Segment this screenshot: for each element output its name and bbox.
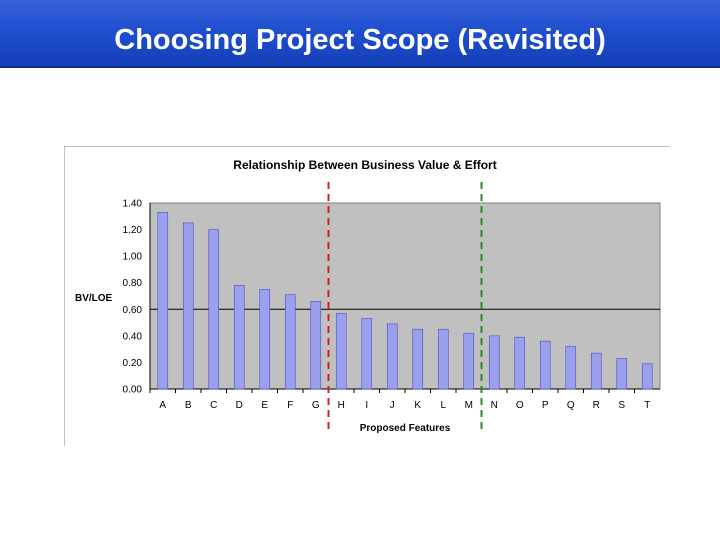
x-tick-label: N [491,400,498,411]
bar [641,363,653,390]
slide-header: Choosing Project Scope (Revisited) [0,0,720,68]
x-tick-label: S [618,400,625,411]
slide-title: Choosing Project Scope (Revisited) [114,24,606,56]
chart-container: Relationship Between Business Value & Ef… [63,145,670,446]
y-tick-label: 0.00 [123,385,143,396]
bar [361,318,373,390]
bar [335,312,347,390]
bar [463,332,475,390]
y-tick-label: 0.60 [123,305,143,316]
x-tick-label: L [440,400,446,411]
bar [310,301,322,390]
x-tick-label: M [465,400,473,411]
x-tick-label: E [261,400,268,411]
bar [437,328,449,390]
x-axis-label: Proposed Features [360,423,451,434]
bar [284,294,296,390]
x-tick-label: Q [567,400,575,411]
plot-area [149,202,661,390]
x-tick-label: I [365,400,368,411]
bar-chart: Relationship Between Business Value & Ef… [63,145,670,446]
x-tick-label: B [185,400,192,411]
x-tick-label: H [338,400,345,411]
x-tick-label: O [516,400,524,411]
bar [412,328,424,390]
y-axis-label: BV/LOE [75,293,113,304]
x-tick-label: A [159,400,166,411]
bar [514,336,526,390]
bar [233,285,245,390]
bar [616,358,628,390]
bar [259,289,271,390]
x-tick-label: R [593,400,600,411]
x-tick-label: D [236,400,243,411]
x-tick-label: C [210,400,217,411]
x-tick-label: G [312,400,320,411]
bar [590,352,602,390]
x-tick-label: J [390,400,395,411]
bar [157,212,169,390]
x-tick-label: F [287,400,293,411]
bar [488,335,500,390]
x-tick-label: K [414,400,421,411]
chart-title: Relationship Between Business Value & Ef… [233,158,496,172]
y-tick-label: 1.00 [123,252,143,263]
y-tick-label: 0.40 [123,331,143,342]
bar [565,346,577,390]
x-tick-label: P [542,400,549,411]
y-tick-label: 1.40 [123,199,143,210]
bar [182,222,194,390]
bar [539,340,551,390]
bar [208,229,220,390]
x-tick-label: T [644,400,650,411]
y-tick-label: 0.80 [123,278,143,289]
y-tick-label: 0.20 [123,358,143,369]
bar [386,323,398,390]
y-tick-label: 1.20 [123,225,143,236]
